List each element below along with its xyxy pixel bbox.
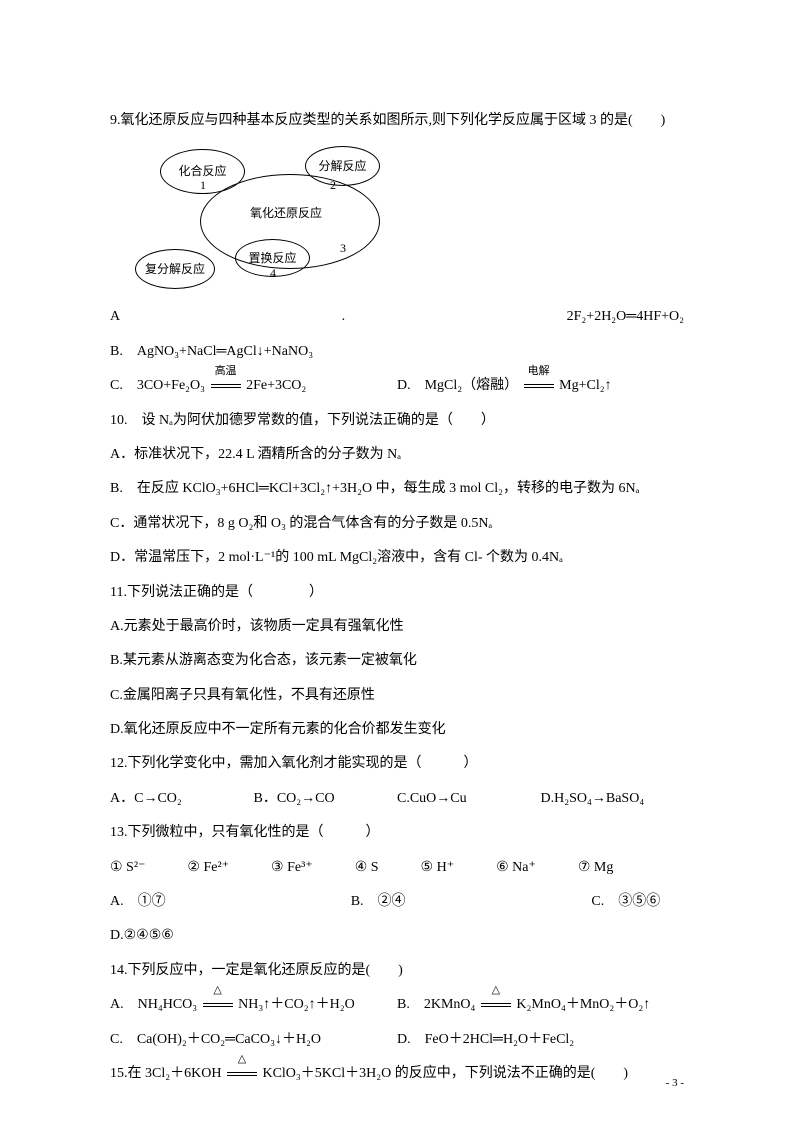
q13-b: B. ②④ <box>351 891 592 913</box>
q13-d: D.②④⑤⑥ <box>110 925 684 947</box>
q11-c: C.金属阳离子只具有氧化性，不具有还原性 <box>110 685 684 707</box>
q9-c-condition: 高温 <box>209 375 243 397</box>
diagram-num-3: 3 <box>340 239 346 258</box>
q13-c: C. ③⑤⑥ <box>591 891 684 913</box>
q14-b-left: B. 2KMnO₄ <box>397 997 475 1012</box>
q14-row-cd: C. Ca(OH)₂＋CO₂═CaCO₃↓＋H₂O D. FeO＋2HCl═H₂… <box>110 1029 684 1051</box>
q15-cond-text: △ <box>238 1051 246 1069</box>
q14-c: C. Ca(OH)₂＋CO₂═CaCO₃↓＋H₂O <box>110 1029 397 1051</box>
q9-d-condition: 电解 <box>522 375 556 397</box>
q14-row-ab: A. NH₄HCO₃ △ NH₃↑＋CO₂↑＋H₂O B. 2KMnO₄ △ K… <box>110 994 684 1016</box>
diagram-center-label: 氧化还原反应 <box>250 204 322 223</box>
q9-opt-b: B. AgNO₃+NaCl═AgCl↓+NaNO₃ <box>110 341 684 363</box>
q9-diagram: 氧化还原反应 化合反应 分解反应 复分解反应 置换反应 1 2 3 4 <box>140 144 420 294</box>
q11-b: B.某元素从游离态变为化合态，该元素一定被氧化 <box>110 650 684 672</box>
q10-c: C．通常状况下，8 g O₂和 O₃ 的混合气体含有的分子数是 0.5Nₐ <box>110 513 684 535</box>
diagram-num-1: 1 <box>200 176 206 195</box>
q9-opt-a-right: 2F₂+2H₂O═4HF+O₂ <box>567 306 684 328</box>
q15-cond: △ <box>225 1063 259 1085</box>
diagram-label-3: 复分解反应 <box>145 260 205 279</box>
q10-stem: 10. 设 Nₐ为阿伏加德罗常数的值，下列说法正确的是（ ） <box>110 410 684 432</box>
q12-c: C.CuO→Cu <box>397 788 541 810</box>
q14-a-cond-text: △ <box>213 982 221 1000</box>
q14-a-cond: △ <box>201 994 235 1016</box>
q9-opt-c-left: C. 3CO+Fe₂O₃ <box>110 378 205 393</box>
q10-b: B. 在反应 KClO₃+6HCl═KCl+3Cl₂↑+3H₂O 中，每生成 3… <box>110 478 684 500</box>
q11-d: D.氧化还原反应中不一定所有元素的化合价都发生变化 <box>110 719 684 741</box>
q15-stem: 15.在 3Cl₂＋6KOH △ KClO₃＋5KCl＋3H₂O 的反应中，下列… <box>110 1063 684 1085</box>
q13-stem: 13.下列微粒中，只有氧化性的是（ ） <box>110 822 684 844</box>
q12-stem: 12.下列化学变化中，需加入氧化剂才能实现的是（ ） <box>110 753 684 775</box>
q13-a: A. ①⑦ <box>110 891 351 913</box>
diagram-oval-3: 复分解反应 <box>135 249 215 289</box>
q11-stem: 11.下列说法正确的是（ ） <box>110 582 684 604</box>
diagram-oval-2: 分解反应 <box>305 146 380 186</box>
q12-b: B．CO₂→CO <box>254 788 398 810</box>
q9-opt-d-right: Mg+Cl₂↑ <box>559 378 611 393</box>
q9-c-cond-text: 高温 <box>215 363 237 381</box>
q12-d: D.H₂SO₄→BaSO₄ <box>541 788 685 810</box>
q9-stem: 9.氧化还原反应与四种基本反应类型的关系如图所示,则下列化学反应属于区域 3 的… <box>110 110 684 132</box>
q13-options-row1: A. ①⑦ B. ②④ C. ③⑤⑥ <box>110 891 684 913</box>
q9-opt-cd: C. 3CO+Fe₂O₃ 高温 2Fe+3CO₂ D. MgCl₂（熔融） 电解… <box>110 375 684 397</box>
q14-a-left: A. NH₄HCO₃ <box>110 997 197 1012</box>
diagram-num-4: 4 <box>270 264 276 283</box>
q12-a: A．C→CO₂ <box>110 788 254 810</box>
q14-b-cond: △ <box>479 994 513 1016</box>
q13-ions: ① S²⁻ ② Fe²⁺ ③ Fe³⁺ ④ S ⑤ H⁺ ⑥ Na⁺ ⑦ Mg <box>110 857 684 879</box>
diagram-num-2: 2 <box>330 176 336 195</box>
q12-options: A．C→CO₂ B．CO₂→CO C.CuO→Cu D.H₂SO₄→BaSO₄ <box>110 788 684 810</box>
q15-stem-left: 15.在 3Cl₂＋6KOH <box>110 1066 221 1081</box>
q14-b-right: K₂MnO₄＋MnO₂＋O₂↑ <box>516 997 650 1012</box>
diagram-label-2: 分解反应 <box>318 157 366 176</box>
q14-d: D. FeO＋2HCl═H₂O＋FeCl₂ <box>397 1029 684 1051</box>
q9-opt-d-left: D. MgCl₂（熔融） <box>397 378 518 393</box>
q9-opt-a: A . 2F₂+2H₂O═4HF+O₂ <box>110 306 684 328</box>
q15-stem-right: KClO₃＋5KCl＋3H₂O 的反应中，下列说法不正确的是( ) <box>262 1066 628 1081</box>
q14-b-cond-text: △ <box>492 982 500 1000</box>
q11-a: A.元素处于最高价时，该物质一定具有强氧化性 <box>110 616 684 638</box>
q9-d-cond-text: 电解 <box>528 363 550 381</box>
q14-stem: 14.下列反应中，一定是氧化还原反应的是( ) <box>110 960 684 982</box>
page-number: - 3 - <box>666 1075 684 1093</box>
q14-a-right: NH₃↑＋CO₂↑＋H₂O <box>238 997 355 1012</box>
q9-opt-c-right: 2Fe+3CO₂ <box>246 378 306 393</box>
q9-opt-a-left: A <box>110 306 120 328</box>
q10-d: D．常温常压下，2 mol·L⁻¹的 100 mL MgCl₂溶液中，含有 Cl… <box>110 547 684 569</box>
q10-a: A．标准状况下，22.4 L 酒精所含的分子数为 Nₐ <box>110 444 684 466</box>
